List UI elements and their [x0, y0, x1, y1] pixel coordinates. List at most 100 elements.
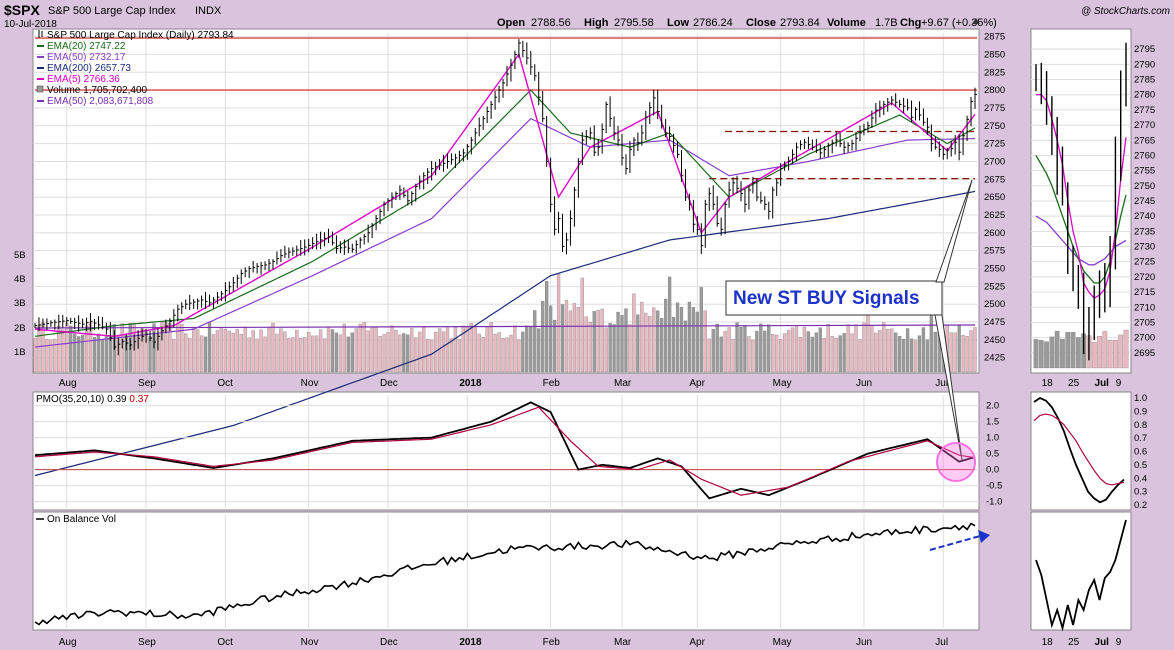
zoom-y-tick-label: 2780 — [1134, 90, 1155, 101]
zoom-pmo-tick-label: 0.4 — [1134, 473, 1147, 484]
volume-bar — [576, 307, 581, 373]
zoom-y-tick-label: 2705 — [1134, 317, 1155, 328]
volume-bar — [822, 338, 826, 373]
ema50-line — [34, 117, 976, 348]
volume-bar — [255, 338, 259, 373]
price-bars — [34, 39, 977, 356]
volume-bar — [763, 330, 767, 373]
volume-bar — [402, 333, 406, 373]
volume-bar — [243, 326, 247, 373]
y-tick-label: 2550 — [984, 264, 1005, 275]
zoom-obv-line — [1035, 519, 1127, 632]
volume-bar — [866, 305, 870, 373]
zoom-x-tick-label: 25 — [1068, 637, 1080, 648]
volume-bar — [489, 322, 493, 373]
legend-item: Volume 1,705,702,400 — [47, 85, 148, 96]
volume-bar — [909, 338, 914, 373]
legend: S&P 500 Large Cap Index (Daily) 2793.84E… — [36, 30, 234, 107]
volume-bar — [303, 337, 307, 373]
volume-bar — [37, 324, 41, 373]
y-tick-label: 2500 — [984, 299, 1005, 310]
volume-bar — [493, 333, 497, 373]
index-name: S&P 500 Large Cap Index — [48, 5, 176, 17]
y-tick-label: 2875 — [984, 32, 1005, 43]
volume-bar — [711, 328, 715, 373]
volume-bar — [858, 339, 862, 373]
horizontal-lines — [35, 37, 977, 180]
chg-value: +9.67 (+0.35%) — [921, 17, 997, 29]
volume-bar — [921, 327, 926, 373]
volume-bar — [838, 335, 842, 373]
volume-bar — [394, 330, 398, 373]
volume-bar — [429, 339, 434, 373]
volume-bar — [743, 325, 747, 373]
volume-bar — [61, 329, 65, 373]
x-tick-label: Feb — [543, 378, 561, 389]
legend-item: EMA(50) 2,083,671,808 — [47, 96, 154, 107]
zoom-volume-bar — [1076, 337, 1081, 369]
zoom-y-tick-label: 2745 — [1134, 196, 1155, 207]
obv-line — [34, 522, 976, 626]
volume-bar — [358, 323, 362, 373]
volume-bar — [894, 332, 898, 373]
volume-bar — [632, 293, 636, 373]
y-tick-label: 2525 — [984, 281, 1005, 292]
x-tick-label: Sep — [138, 637, 156, 648]
volume-bar — [441, 331, 446, 373]
volume-bar — [525, 325, 529, 373]
pmo-tick-label: 2.0 — [986, 401, 999, 412]
high-value: 2795.58 — [614, 17, 654, 29]
y-tick-label: 2725 — [984, 139, 1005, 150]
volume-bar — [259, 329, 263, 373]
volume-bar — [691, 307, 696, 373]
volume-bar — [652, 307, 656, 373]
x-tick-label: Jul — [935, 378, 948, 389]
volume-bar — [648, 316, 652, 373]
volume-bar — [445, 327, 450, 373]
volume-bar — [148, 336, 152, 373]
volume-bar — [755, 330, 759, 373]
volume-bar — [640, 301, 644, 373]
volume-bar — [790, 327, 795, 373]
volume-bar — [628, 324, 632, 373]
x-tick-label: Mar — [614, 378, 632, 389]
volume-tick-label: 1B — [14, 347, 26, 358]
zoom-pmo-tick-label: 0.7 — [1134, 433, 1147, 444]
volume-bar — [318, 329, 323, 373]
volume-bar — [53, 338, 57, 373]
zoom-volume-bar — [1049, 336, 1055, 369]
legend-item: EMA(200) 2657.73 — [47, 63, 131, 74]
annotation: New ST BUY Signals — [725, 179, 990, 551]
annotation-box — [725, 280, 943, 316]
y-tick-label: 2700 — [984, 156, 1005, 167]
volume-bar — [223, 328, 228, 373]
volume-bar — [798, 336, 803, 373]
x-tick-label: Aug — [59, 637, 77, 648]
volume-bar — [108, 336, 112, 373]
volume-bar — [552, 319, 557, 373]
zoom-volume-bar — [1107, 340, 1113, 369]
ema200-line — [34, 190, 976, 477]
volume-bar — [556, 273, 561, 373]
zoom-x-tick-label: 9 — [1116, 378, 1122, 389]
volume-bar — [263, 336, 267, 373]
volume-bar — [92, 337, 97, 373]
volume-bar — [366, 330, 370, 373]
volume-bar — [608, 323, 612, 373]
open-value: 2788.56 — [531, 17, 571, 29]
obv-line — [34, 522, 976, 626]
volume-bar — [172, 338, 176, 373]
volume-bar — [794, 326, 799, 373]
pmo-tick-label: 0.5 — [986, 449, 999, 460]
pmo-signal-line — [34, 406, 976, 496]
volume-bar — [695, 311, 699, 373]
volume-bar — [671, 316, 676, 373]
obv-panel — [32, 511, 980, 631]
low-label: Low — [667, 17, 689, 29]
volume-bar — [636, 314, 640, 373]
volume-bar — [886, 328, 890, 373]
volume-bar — [322, 338, 327, 373]
symbol-label: $SPX — [4, 2, 40, 18]
volume-bar — [739, 326, 743, 373]
volume-bar — [449, 338, 454, 373]
